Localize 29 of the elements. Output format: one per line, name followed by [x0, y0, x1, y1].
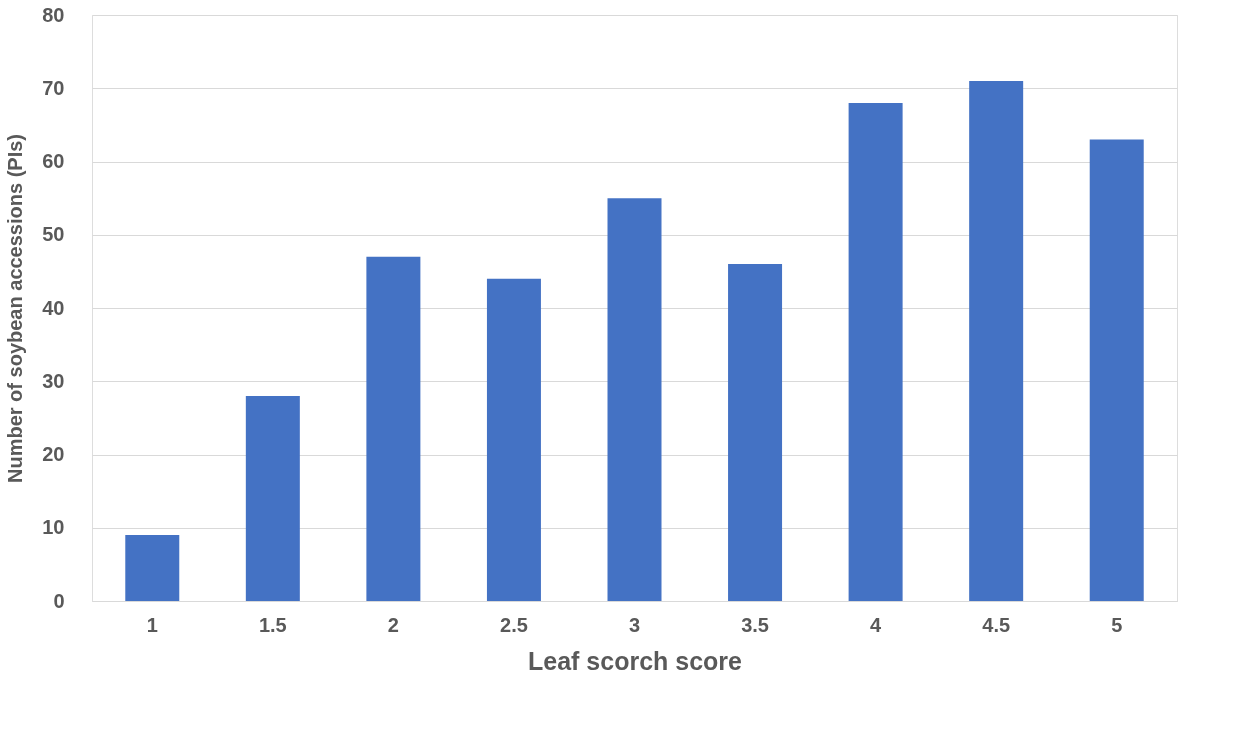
y-tick-label: 30 [42, 369, 65, 392]
bar [728, 264, 783, 601]
x-tick-label: 4 [870, 613, 883, 636]
bar [245, 395, 300, 601]
bar [969, 80, 1024, 601]
y-tick-label: 60 [42, 150, 65, 172]
x-tick-label: 5 [1111, 613, 1123, 636]
y-tick-label: 20 [42, 443, 65, 465]
y-tick-label: 80 [42, 3, 65, 26]
x-tick-label: 1.5 [258, 613, 287, 636]
bar [848, 102, 903, 601]
y-tick-label: 10 [42, 516, 65, 539]
y-tick-label: 0 [53, 589, 65, 612]
x-tick-label: 2.5 [500, 613, 528, 636]
x-tick-label: 4.5 [982, 613, 1011, 636]
y-axis-title: Number of soybean accessions (PIs) [4, 133, 27, 484]
y-tick-label: 70 [42, 76, 65, 99]
bar [607, 198, 662, 601]
bar [486, 278, 541, 601]
x-axis-title: Leaf scorch score [528, 646, 743, 675]
x-tick-label: 3.5 [741, 613, 769, 636]
y-tick-label: 40 [42, 296, 65, 319]
x-tick-label: 2 [387, 613, 399, 636]
bar [366, 256, 421, 601]
y-tick-label: 50 [42, 223, 65, 246]
x-tick-label: 3 [628, 613, 641, 636]
bar [125, 535, 180, 601]
bar [1089, 139, 1144, 601]
x-tick-label: 1 [146, 613, 158, 636]
